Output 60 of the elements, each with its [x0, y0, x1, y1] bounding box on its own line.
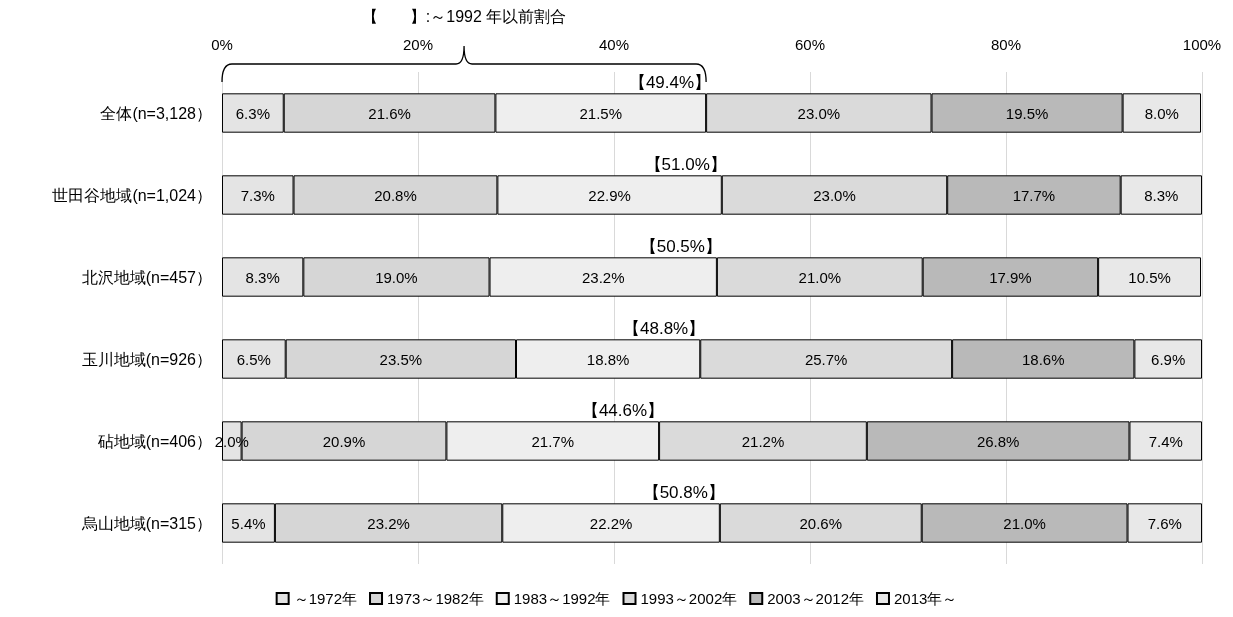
- data-label: 6.5%: [236, 350, 271, 368]
- data-label: 18.8%: [586, 350, 630, 368]
- y-tick-label: 世田谷地域(n=1,024）: [52, 186, 212, 204]
- legend-label: 1973～1982年: [387, 590, 484, 607]
- data-label: 21.0%: [798, 268, 842, 286]
- data-label: 22.9%: [588, 186, 631, 204]
- x-tick-label: 0%: [211, 36, 233, 53]
- legend-label: 2003～2012年: [767, 590, 864, 607]
- data-label: 10.5%: [1128, 268, 1171, 286]
- data-label: 22.2%: [589, 514, 633, 532]
- annotation: 【49.4%】: [628, 73, 712, 92]
- y-tick-label: 北沢地域(n=457）: [81, 268, 212, 286]
- x-tick-label: 20%: [402, 36, 434, 53]
- data-label: 8.3%: [1144, 186, 1179, 204]
- data-label: 23.2%: [367, 514, 410, 532]
- annotation: 【50.5%】: [639, 237, 722, 256]
- legend-label: 1983～1992年: [513, 590, 611, 607]
- y-tick-label: 砧地域(n=406）: [96, 432, 212, 450]
- x-tick-label: 80%: [990, 36, 1022, 53]
- data-label: 7.6%: [1147, 514, 1182, 532]
- data-label: 21.6%: [368, 104, 411, 122]
- data-label: 17.9%: [989, 268, 1032, 286]
- data-label: 21.7%: [531, 432, 575, 450]
- data-label: 25.7%: [804, 350, 848, 368]
- data-label: 21.0%: [1003, 514, 1046, 532]
- data-label: 8.3%: [245, 268, 280, 286]
- data-label: 6.3%: [235, 104, 270, 122]
- data-label: 6.9%: [1151, 350, 1186, 368]
- data-label: 23.5%: [379, 350, 423, 368]
- x-tick-label: 100%: [1182, 36, 1222, 53]
- data-label: 21.5%: [579, 104, 623, 122]
- data-label: 18.6%: [1021, 350, 1065, 368]
- annotation: 【44.6%】: [581, 401, 665, 420]
- legend-label: 2013年～: [893, 590, 958, 607]
- data-label: 5.4%: [231, 514, 266, 532]
- data-label: 23.0%: [813, 186, 856, 204]
- data-label: 21.2%: [741, 432, 785, 450]
- data-label: 19.5%: [1005, 104, 1049, 122]
- data-label: 7.4%: [1148, 432, 1183, 450]
- annotation: 【48.8%】: [623, 319, 706, 338]
- annotation: 【51.0%】: [644, 155, 727, 174]
- data-label: 20.9%: [322, 432, 366, 450]
- x-tick-label: 40%: [598, 36, 630, 53]
- data-label: 20.8%: [374, 186, 417, 204]
- legend-label: 1993～2002年: [640, 590, 738, 607]
- x-tick-label: 60%: [794, 36, 826, 53]
- y-tick-label: 玉川地域(n=926）: [81, 350, 212, 368]
- legend-label: ～1972年: [293, 590, 358, 607]
- y-tick-label: 烏山地域(n=315）: [80, 514, 212, 532]
- data-label: 23.2%: [581, 268, 625, 286]
- annotation: 【50.8%】: [642, 483, 725, 502]
- data-label: 19.0%: [375, 268, 418, 286]
- data-label: 17.7%: [1012, 186, 1056, 204]
- data-label: 23.0%: [797, 104, 841, 122]
- y-tick-label: 全体(n=3,128）: [100, 104, 212, 122]
- data-label: 8.0%: [1144, 104, 1179, 122]
- data-label: 20.6%: [799, 514, 843, 532]
- text: 【 】:～1992 年以前割合: [361, 7, 567, 25]
- data-label: 26.8%: [976, 432, 1020, 450]
- data-label: 7.3%: [240, 186, 275, 204]
